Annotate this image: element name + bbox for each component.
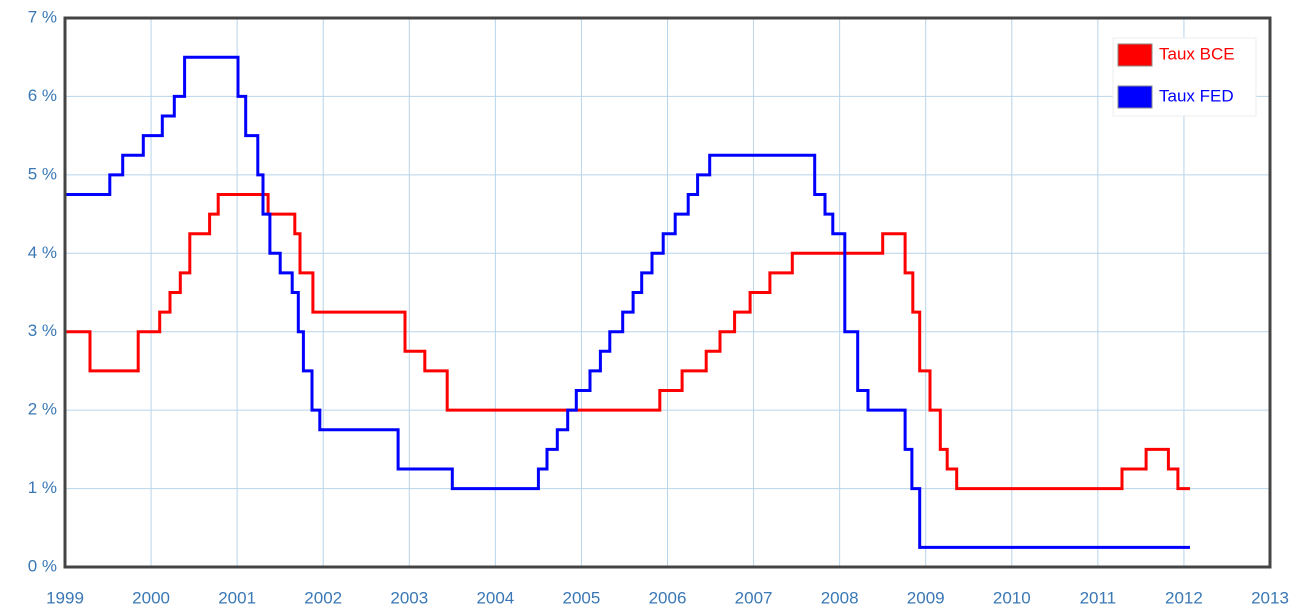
x-tick-label: 2004 <box>476 588 514 607</box>
x-tick-label: 2012 <box>1165 588 1203 607</box>
x-tick-label: 2008 <box>821 588 859 607</box>
y-tick-label: 7 % <box>28 7 57 26</box>
x-tick-label: 2007 <box>735 588 773 607</box>
y-tick-label: 5 % <box>28 164 57 183</box>
series-line <box>65 55 1190 549</box>
x-tick-label: 1999 <box>46 588 84 607</box>
legend-label: Taux BCE <box>1159 44 1235 63</box>
x-tick-label: 2005 <box>563 588 601 607</box>
x-tick-label: 2002 <box>304 588 342 607</box>
x-tick-label: 2011 <box>1080 588 1117 607</box>
x-tick-label: 2000 <box>132 588 170 607</box>
x-tick-label: 2006 <box>649 588 687 607</box>
y-tick-label: 3 % <box>28 321 57 340</box>
plot-frame <box>63 16 1272 569</box>
y-tick-label: 0 % <box>28 556 57 575</box>
x-tick-label: 2009 <box>907 588 945 607</box>
legend-label: Taux FED <box>1159 86 1234 105</box>
legend-swatch <box>1117 43 1153 67</box>
x-tick-label: 2001 <box>218 588 256 607</box>
y-tick-label: 2 % <box>28 400 57 419</box>
x-tick-label: 2003 <box>390 588 428 607</box>
y-tick-label: 1 % <box>28 478 57 497</box>
y-tick-label: 6 % <box>28 86 57 105</box>
legend-swatch <box>1117 85 1153 109</box>
x-tick-label: 2010 <box>993 588 1031 607</box>
x-tick-label: 2013 <box>1251 588 1289 607</box>
y-tick-label: 4 % <box>28 243 57 262</box>
series-line <box>65 193 1190 491</box>
